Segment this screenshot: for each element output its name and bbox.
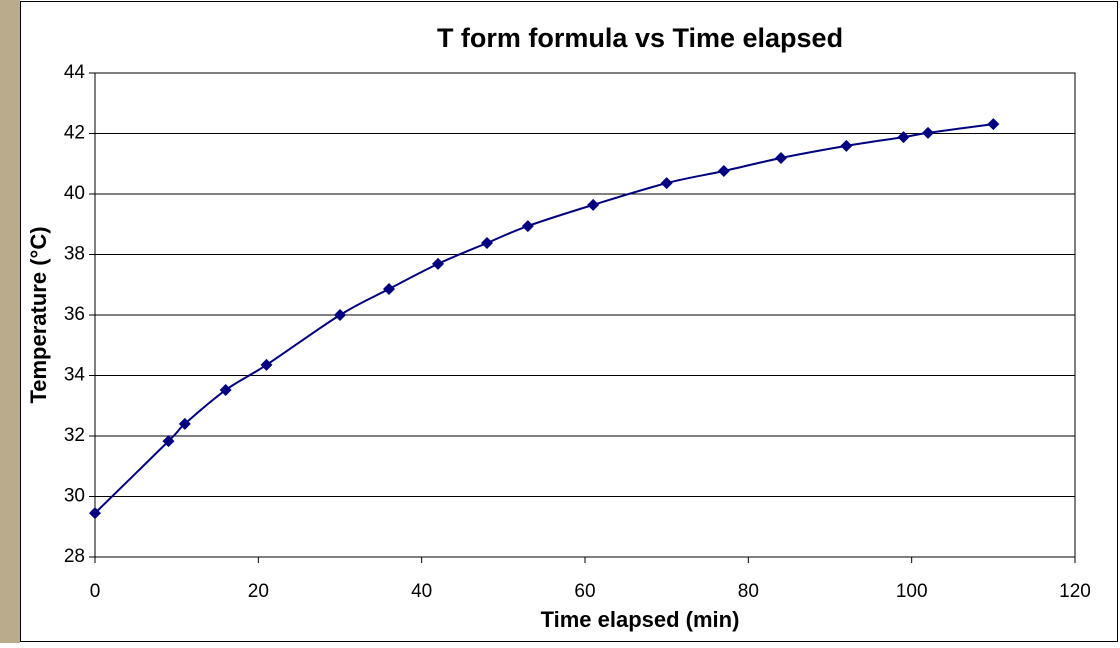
- y-tick-label: 28: [64, 546, 85, 567]
- y-tick-label: 38: [64, 244, 85, 265]
- data-point: [840, 139, 853, 152]
- data-point: [219, 384, 232, 397]
- data-point: [660, 177, 673, 190]
- y-tick-label: 42: [64, 123, 85, 144]
- x-tick-label: 60: [574, 581, 595, 602]
- data-point: [334, 309, 346, 321]
- x-tick-label: 80: [738, 581, 759, 602]
- x-tick-label: 40: [411, 581, 432, 602]
- background-strip: [0, 0, 20, 643]
- x-tick-label: 100: [896, 581, 928, 602]
- data-point: [178, 417, 191, 430]
- data-point: [89, 507, 101, 520]
- data-point: [260, 358, 273, 371]
- data-point: [775, 152, 787, 165]
- x-tick-label: 120: [1059, 581, 1091, 602]
- y-tick-label: 40: [64, 183, 85, 204]
- chart-title: T form formula vs Time elapsed: [437, 23, 843, 53]
- y-tick-label: 36: [64, 304, 85, 325]
- y-tick-label: 30: [64, 486, 85, 507]
- y-tick-label: 32: [64, 425, 85, 446]
- data-point: [162, 435, 175, 448]
- data-point: [717, 165, 730, 178]
- data-point: [481, 237, 493, 250]
- data-point: [987, 118, 1000, 131]
- data-point: [587, 198, 600, 211]
- data-point: [432, 257, 444, 270]
- chart-frame: [20, 1, 1118, 642]
- x-tick-label: 20: [248, 581, 269, 602]
- plot-border: [94, 72, 1076, 558]
- data-point: [897, 131, 910, 144]
- data-point: [521, 220, 534, 233]
- data-point: [922, 126, 934, 139]
- data-point: [383, 282, 395, 295]
- y-axis-label: Temperature (°C): [26, 226, 51, 403]
- y-tick-label: 44: [64, 62, 86, 83]
- x-axis-label: Time elapsed (min): [541, 607, 740, 632]
- x-tick-label: 0: [90, 581, 101, 602]
- y-tick-label: 34: [64, 365, 86, 386]
